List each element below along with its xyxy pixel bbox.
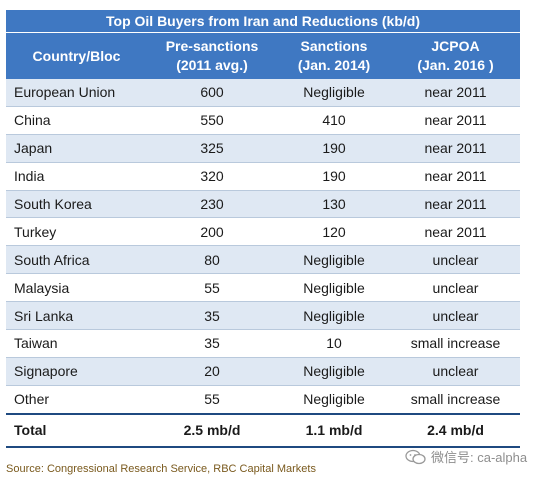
cell-jcpoa: near 2011: [391, 106, 520, 135]
cell-sanctions: 190: [277, 162, 391, 191]
total-jcpoa: 2.4 mb/d: [391, 412, 520, 448]
header-sanctions-line1: Sanctions: [300, 38, 368, 54]
total-row: Total 2.5 mb/d 1.1 mb/d 2.4 mb/d: [6, 412, 520, 448]
cell-country: Japan: [6, 134, 147, 163]
header-pre-sanctions-line2: (2011 avg.): [176, 57, 248, 73]
cell-pre-sanctions: 80: [147, 245, 277, 275]
table-title: Top Oil Buyers from Iran and Reductions …: [6, 10, 520, 33]
total-pre-sanctions: 2.5 mb/d: [147, 412, 277, 448]
cell-country: South Africa: [6, 245, 147, 275]
cell-country: European Union: [6, 79, 147, 107]
cell-jcpoa: near 2011: [391, 134, 520, 163]
cell-country: Other: [6, 385, 147, 415]
cell-country: Sri Lanka: [6, 301, 147, 331]
cell-pre-sanctions: 35: [147, 301, 277, 331]
cell-sanctions: Negligible: [277, 273, 391, 303]
table-row: India 320 190 near 2011: [6, 162, 520, 191]
watermark: 微信号: ca-alpha: [405, 447, 527, 466]
cell-sanctions: Negligible: [277, 385, 391, 415]
oil-buyers-table: Country/Bloc Pre-sanctions (2011 avg.) Sa…: [6, 33, 520, 448]
cell-jcpoa: near 2011: [391, 162, 520, 191]
cell-jcpoa: unclear: [391, 273, 520, 303]
cell-jcpoa: near 2011: [391, 217, 520, 247]
table-row: Turkey 200 120 near 2011: [6, 217, 520, 247]
cell-pre-sanctions: 55: [147, 385, 277, 415]
cell-pre-sanctions: 200: [147, 217, 277, 247]
cell-pre-sanctions: 230: [147, 190, 277, 219]
cell-pre-sanctions: 20: [147, 357, 277, 386]
table-row: Taiwan 35 10 small increase: [6, 329, 520, 358]
cell-sanctions: 410: [277, 106, 391, 135]
table-row: Signapore 20 Negligible unclear: [6, 357, 520, 386]
total-label: Total: [6, 412, 147, 448]
cell-sanctions: Negligible: [277, 79, 391, 107]
cell-country: South Korea: [6, 190, 147, 219]
oil-buyers-table-figure: Top Oil Buyers from Iran and Reductions …: [6, 10, 520, 448]
cell-pre-sanctions: 55: [147, 273, 277, 303]
table-row: China 550 410 near 2011: [6, 106, 520, 135]
cell-sanctions: 130: [277, 190, 391, 219]
cell-country: India: [6, 162, 147, 191]
cell-pre-sanctions: 35: [147, 329, 277, 358]
cell-sanctions: 10: [277, 329, 391, 358]
table-row: Sri Lanka 35 Negligible unclear: [6, 301, 520, 331]
table-row: South Africa 80 Negligible unclear: [6, 245, 520, 275]
cell-sanctions: 190: [277, 134, 391, 163]
cell-jcpoa: unclear: [391, 301, 520, 331]
table-body: European Union 600 Negligible near 2011 Chin…: [6, 79, 520, 415]
cell-country: Signapore: [6, 357, 147, 386]
cell-country: Turkey: [6, 217, 147, 247]
cell-jcpoa: small increase: [391, 385, 520, 415]
cell-jcpoa: near 2011: [391, 190, 520, 219]
header-sanctions-line2: (Jan. 2014): [297, 57, 371, 73]
cell-pre-sanctions: 600: [147, 79, 277, 107]
watermark-text: 微信号: ca-alpha: [431, 450, 528, 465]
cell-sanctions: Negligible: [277, 245, 391, 275]
cell-sanctions: 120: [277, 217, 391, 247]
header-sanctions: Sanctions (Jan. 2014): [277, 33, 391, 79]
header-country-label: Country/Bloc: [32, 47, 121, 64]
source-note: Source: Congressional Research Service, …: [6, 463, 316, 475]
cell-pre-sanctions: 550: [147, 106, 277, 135]
cell-jcpoa: unclear: [391, 245, 520, 275]
table-row: Malaysia 55 Negligible unclear: [6, 273, 520, 303]
table-row: European Union 600 Negligible near 2011: [6, 79, 520, 107]
header-jcpoa-line2: (Jan. 2016 ): [417, 57, 494, 73]
table-row: Japan 325 190 near 2011: [6, 134, 520, 163]
header-pre-sanctions-line1: Pre-sanctions: [165, 38, 259, 54]
cell-jcpoa: near 2011: [391, 79, 520, 107]
cell-country: Taiwan: [6, 329, 147, 358]
header-row: Country/Bloc Pre-sanctions (2011 avg.) Sa…: [6, 33, 520, 79]
header-country: Country/Bloc: [6, 33, 147, 79]
table-row: Other 55 Negligible small increase: [6, 385, 520, 415]
cell-sanctions: Negligible: [277, 357, 391, 386]
header-jcpoa-line1: JCPOA: [431, 38, 480, 54]
cell-country: Malaysia: [6, 273, 147, 303]
cell-jcpoa: unclear: [391, 357, 520, 386]
header-jcpoa: JCPOA (Jan. 2016 ): [391, 33, 520, 79]
cell-country: China: [6, 106, 147, 135]
total-sanctions: 1.1 mb/d: [277, 412, 391, 448]
table-row: South Korea 230 130 near 2011: [6, 190, 520, 219]
cell-sanctions: Negligible: [277, 301, 391, 331]
cell-pre-sanctions: 320: [147, 162, 277, 191]
header-pre-sanctions: Pre-sanctions (2011 avg.): [147, 33, 277, 79]
cell-jcpoa: small increase: [391, 329, 520, 358]
wechat-icon: [405, 449, 427, 465]
cell-pre-sanctions: 325: [147, 134, 277, 163]
